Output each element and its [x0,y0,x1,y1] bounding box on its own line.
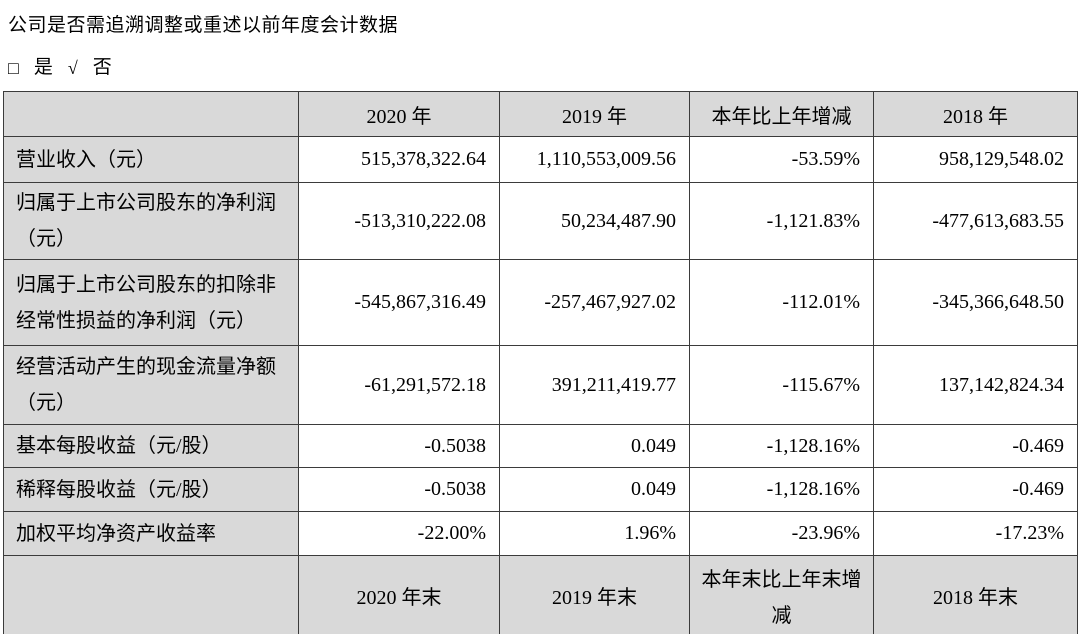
row-label: 经营活动产生的现金流量净额 （元） [3,345,299,425]
annual-report-page: 公司是否需追溯调整或重述以前年度会计数据 □ 是 √ 否 2020 年 2019… [0,14,1080,634]
header-year-2020: 2020 年 [298,91,500,137]
row-label: 营业收入（元） [3,136,299,183]
table-row-basic-eps: 基本每股收益（元/股） -0.5038 0.049 -1,128.16% -0.… [3,424,1078,468]
cell-value-2018: -0.469 [873,424,1078,468]
cell-value-2018: -477,613,683.55 [873,182,1078,260]
footer-empty [3,555,299,634]
cell-value-2020: -0.5038 [298,424,500,468]
cell-value-2018: -17.23% [873,511,1078,556]
header-year-2018: 2018 年 [873,91,1078,137]
restatement-choice-row: □ 是 √ 否 [8,56,1080,80]
footer-yearend-2019: 2019 年末 [499,555,690,634]
table-row-net-profit: 归属于上市公司股东的净利润 （元） -513,310,222.08 50,234… [3,182,1078,260]
table-row-weighted-avg-roe: 加权平均净资产收益率 -22.00% 1.96% -23.96% -17.23% [3,511,1078,556]
footer-yearend-change: 本年末比上年末增 减 [689,555,874,634]
header-yoy-change: 本年比上年增减 [689,91,874,137]
key-financials-table: 2020 年 2019 年 本年比上年增减 2018 年 营业收入（元） 515… [3,91,1078,634]
checkbox-unchecked-icon: □ [8,58,19,78]
cell-value-2020: -513,310,222.08 [298,182,500,260]
no-label: 否 [92,57,112,78]
cell-value-2019: 391,211,419.77 [499,345,690,425]
cell-value-2020: -0.5038 [298,467,500,512]
cell-value-2019: 1.96% [499,511,690,556]
table-row-diluted-eps: 稀释每股收益（元/股） -0.5038 0.049 -1,128.16% -0.… [3,467,1078,512]
cell-value-2019: 50,234,487.90 [499,182,690,260]
table-row-operating-cash-flow: 经营活动产生的现金流量净额 （元） -61,291,572.18 391,211… [3,345,1078,425]
row-label: 稀释每股收益（元/股） [3,467,299,512]
cell-value-change: -115.67% [689,345,874,425]
cell-value-2018: -345,366,648.50 [873,259,1078,346]
table-header-row: 2020 年 2019 年 本年比上年增减 2018 年 [3,91,1078,137]
cell-value-2020: -61,291,572.18 [298,345,500,425]
cell-value-2019: -257,467,927.02 [499,259,690,346]
table-row-operating-revenue: 营业收入（元） 515,378,322.64 1,110,553,009.56 … [3,136,1078,183]
cell-value-2019: 1,110,553,009.56 [499,136,690,183]
cell-value-change: -1,121.83% [689,182,874,260]
cell-value-change: -1,128.16% [689,424,874,468]
cell-value-change: -112.01% [689,259,874,346]
cell-value-2020: -545,867,316.49 [298,259,500,346]
cell-value-2020: -22.00% [298,511,500,556]
header-year-2019: 2019 年 [499,91,690,137]
cell-value-2019: 0.049 [499,424,690,468]
checkmark-icon: √ [67,58,78,78]
header-empty [3,91,299,137]
cell-value-2018: 137,142,824.34 [873,345,1078,425]
row-label: 归属于上市公司股东的净利润 （元） [3,182,299,260]
cell-value-2020: 515,378,322.64 [298,136,500,183]
yes-label: 是 [33,57,53,78]
cell-value-2019: 0.049 [499,467,690,512]
cell-value-change: -23.96% [689,511,874,556]
footer-yearend-2018: 2018 年末 [873,555,1078,634]
cell-value-2018: 958,129,548.02 [873,136,1078,183]
row-label: 加权平均净资产收益率 [3,511,299,556]
footer-yearend-2020: 2020 年末 [298,555,500,634]
cell-value-change: -53.59% [689,136,874,183]
row-label: 基本每股收益（元/股） [3,424,299,468]
restatement-question: 公司是否需追溯调整或重述以前年度会计数据 [8,15,399,36]
table-yearend-header-row: 2020 年末 2019 年末 本年末比上年末增 减 2018 年末 [3,555,1078,634]
table-row-net-profit-excl-nonrecurring: 归属于上市公司股东的扣除非 经常性损益的净利润（元） -545,867,316.… [3,259,1078,346]
cell-value-change: -1,128.16% [689,467,874,512]
row-label: 归属于上市公司股东的扣除非 经常性损益的净利润（元） [3,259,299,346]
cell-value-2018: -0.469 [873,467,1078,512]
